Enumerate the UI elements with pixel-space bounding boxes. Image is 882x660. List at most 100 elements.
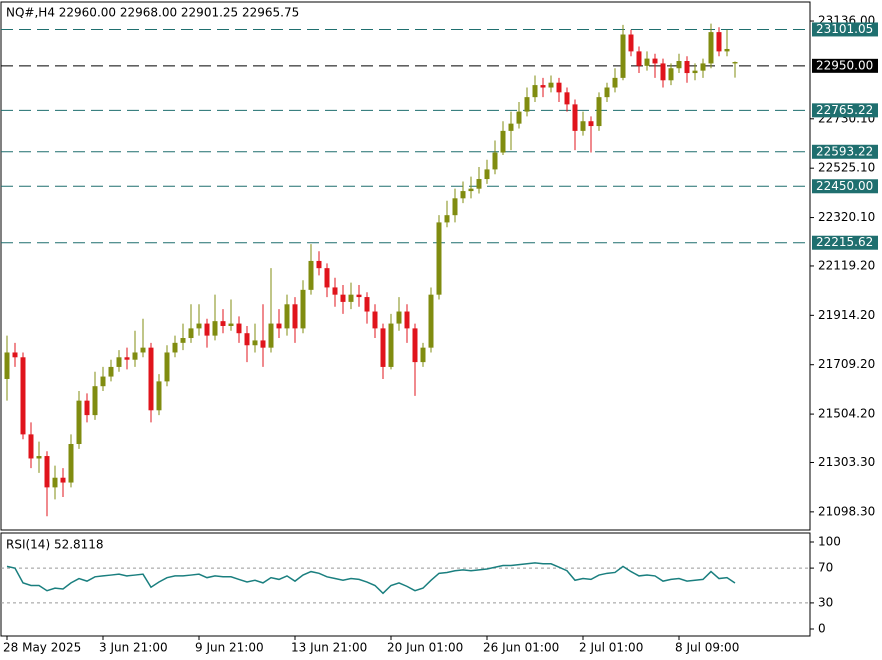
candle-body <box>692 70 698 74</box>
rsi-tick-label: 70 <box>818 561 833 575</box>
candle-body <box>612 77 618 88</box>
candle-body <box>92 386 98 416</box>
candle-body <box>548 82 554 88</box>
x-tick-label: 13 Jun 21:00 <box>291 641 367 655</box>
candle-body <box>604 87 610 98</box>
candle-body <box>380 328 386 367</box>
candle-body <box>396 311 402 324</box>
candle-body <box>452 198 458 216</box>
candle-body <box>124 357 130 360</box>
y-tick-label: 21303.30 <box>818 455 875 469</box>
level-label: 22215.62 <box>816 235 873 249</box>
main-panel <box>0 1 811 531</box>
candle-body <box>540 85 546 88</box>
y-tick-label: 22320.10 <box>818 210 875 224</box>
candle-body <box>468 188 474 192</box>
level-label-bg <box>812 144 878 159</box>
chart-title: NQ#,H4 22960.00 22968.00 22901.25 22965.… <box>6 6 299 20</box>
candle-body <box>236 323 242 334</box>
candle-body <box>524 97 530 112</box>
candle-body <box>444 215 450 223</box>
candle-body <box>268 323 274 348</box>
candle-body <box>372 311 378 329</box>
candle-body <box>620 34 626 78</box>
candle-body <box>308 260 314 290</box>
candle-body <box>116 357 122 367</box>
candle-body <box>196 323 202 329</box>
candle-body <box>212 321 218 336</box>
candle-body <box>60 477 66 483</box>
candle-body <box>332 287 338 295</box>
y-tick-label: 21098.30 <box>818 504 875 518</box>
candle-body <box>20 357 26 435</box>
candle-body <box>724 48 730 52</box>
candle-body <box>244 333 250 346</box>
level-label-bg <box>812 179 878 194</box>
candle-body <box>492 152 498 170</box>
level-label-bg <box>812 235 878 250</box>
level-label: 22593.22 <box>816 144 873 158</box>
candle-body <box>76 400 82 445</box>
candle-body <box>716 32 722 52</box>
level-label-bg <box>812 103 878 118</box>
candle-body <box>572 104 578 131</box>
candle-body <box>356 294 362 298</box>
candle-body <box>516 111 522 124</box>
candle-body <box>556 82 562 93</box>
candle-body <box>732 62 738 64</box>
candle-body <box>532 85 538 98</box>
level-label: 22450.00 <box>816 179 873 193</box>
rsi-tick-label: 100 <box>818 535 841 549</box>
candle-body <box>44 456 50 488</box>
x-tick-label: 8 Jul 09:00 <box>675 641 739 655</box>
candle-body <box>700 63 706 71</box>
rsi-title: RSI(14) 52.8118 <box>6 538 104 552</box>
level-label-bg <box>812 58 878 73</box>
candle-body <box>628 34 634 52</box>
candle-body <box>340 294 346 302</box>
candle-body <box>660 63 666 81</box>
candle-body <box>404 311 410 329</box>
candle-body <box>108 366 114 377</box>
candle-body <box>68 444 74 483</box>
candle-body <box>588 121 594 127</box>
candle-body <box>292 304 298 329</box>
candle-body <box>644 58 650 66</box>
candle-body <box>460 191 466 199</box>
candle-body <box>228 323 234 326</box>
candle-body <box>580 121 586 131</box>
y-tick-label: 22525.10 <box>818 161 875 175</box>
candle-body <box>420 347 426 363</box>
candle-body <box>484 169 490 180</box>
candle-body <box>500 130 506 153</box>
candle-body <box>324 268 330 288</box>
x-tick-label: 20 Jun 01:00 <box>387 641 463 655</box>
candle-body <box>684 61 690 74</box>
candle-body <box>172 342 178 353</box>
candle-body <box>708 32 714 64</box>
x-tick-label: 9 Jun 21:00 <box>195 641 264 655</box>
candle-body <box>564 92 570 105</box>
candle-body <box>180 338 186 343</box>
candle-body <box>276 323 282 329</box>
candle-body <box>476 179 482 189</box>
candle-body <box>84 400 90 416</box>
candle-body <box>220 321 226 326</box>
level-label: 23101.05 <box>816 22 873 36</box>
x-tick-label: 28 May 2025 <box>3 641 81 655</box>
candle-body <box>284 304 290 329</box>
rsi-line <box>6 562 736 595</box>
y-tick-label: 21504.20 <box>818 407 875 421</box>
candle-body <box>364 297 370 312</box>
candle-body <box>428 294 434 348</box>
candle-body <box>300 289 306 329</box>
x-tick-label: 26 Jun 01:00 <box>483 641 559 655</box>
candle-body <box>140 347 146 353</box>
candle-body <box>348 294 354 302</box>
y-tick-label: 22119.20 <box>818 258 875 272</box>
candle-body <box>316 260 322 269</box>
rsi-panel <box>0 532 811 637</box>
candle-body <box>100 376 106 387</box>
candle-body <box>204 323 210 336</box>
